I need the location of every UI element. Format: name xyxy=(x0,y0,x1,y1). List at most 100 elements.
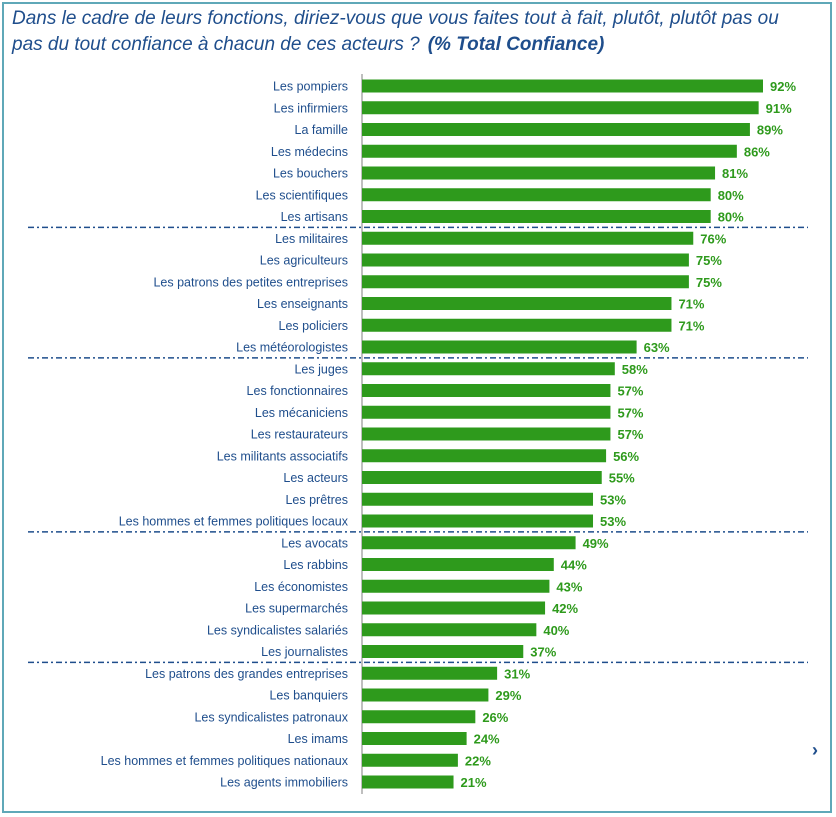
category-label: Les journalistes xyxy=(261,645,348,659)
value-label: 92% xyxy=(770,79,796,94)
bar xyxy=(362,623,537,637)
category-label: Les militaires xyxy=(275,232,348,246)
value-label: 53% xyxy=(600,514,626,529)
category-label: Les policiers xyxy=(279,319,348,333)
bar xyxy=(362,536,576,550)
category-label: Les pompiers xyxy=(273,80,348,94)
bar xyxy=(362,666,498,680)
category-label: Les agriculteurs xyxy=(260,254,348,268)
category-label: Les météorologistes xyxy=(236,341,348,355)
value-label: 40% xyxy=(543,623,569,638)
value-label: 80% xyxy=(718,210,744,225)
value-label: 29% xyxy=(495,688,521,703)
value-label: 81% xyxy=(722,166,748,181)
category-label: Les syndicalistes patronaux xyxy=(194,710,348,724)
category-label: Les patrons des petites entreprises xyxy=(153,275,348,289)
category-label: Les imams xyxy=(288,732,348,746)
bar xyxy=(362,492,594,506)
bar xyxy=(362,253,689,267)
bar xyxy=(362,297,672,310)
value-label: 91% xyxy=(766,101,792,116)
bar xyxy=(362,645,524,658)
value-label: 75% xyxy=(696,253,722,268)
value-label: 37% xyxy=(530,645,556,660)
category-label: Les médecins xyxy=(271,145,348,159)
value-label: 22% xyxy=(465,753,491,768)
category-label: Les juges xyxy=(294,362,348,376)
category-label: Les économistes xyxy=(254,580,348,594)
bar xyxy=(362,275,689,289)
bar xyxy=(362,471,602,484)
chart-title: Dans le cadre de leurs fonctions, diriez… xyxy=(12,6,812,58)
bar xyxy=(362,558,554,571)
bar xyxy=(362,210,711,223)
category-label: Les supermarchés xyxy=(245,602,348,616)
bar xyxy=(362,732,467,745)
value-label: 86% xyxy=(744,144,770,159)
category-label: Les hommes et femmes politiques locaux xyxy=(119,515,349,529)
bar xyxy=(362,79,763,93)
value-label: 44% xyxy=(561,558,587,573)
bar xyxy=(362,710,476,724)
category-label: Les mécaniciens xyxy=(255,406,348,420)
bar xyxy=(362,318,672,332)
chevron-right-icon[interactable]: › xyxy=(812,740,818,760)
chart-title-tag: (% Total Confiance) xyxy=(427,34,605,55)
value-label: 89% xyxy=(757,123,783,138)
category-label: Les fonctionnaires xyxy=(247,384,348,398)
value-label: 43% xyxy=(556,579,582,594)
category-label: Les acteurs xyxy=(283,471,348,485)
category-label: Les infirmiers xyxy=(274,101,348,115)
bar xyxy=(362,188,711,202)
value-label: 21% xyxy=(461,775,487,790)
bar xyxy=(362,362,615,376)
bar xyxy=(362,166,716,180)
bar xyxy=(362,144,737,158)
bar xyxy=(362,601,546,615)
chart-title-question: Dans le cadre de leurs fonctions, diriez… xyxy=(12,8,779,55)
value-label: 26% xyxy=(482,710,508,725)
category-label: Les rabbins xyxy=(283,558,348,572)
value-label: 76% xyxy=(700,231,726,246)
value-label: 71% xyxy=(678,318,704,333)
category-label: Les enseignants xyxy=(257,297,348,311)
value-label: 42% xyxy=(552,601,578,616)
category-label: Les hommes et femmes politiques nationau… xyxy=(101,754,349,768)
bar xyxy=(362,579,550,593)
bar xyxy=(362,384,611,397)
bar xyxy=(362,514,594,528)
category-label: Les agents immobiliers xyxy=(220,776,348,790)
bar xyxy=(362,340,637,354)
bar xyxy=(362,123,750,136)
bar xyxy=(362,449,607,463)
value-label: 57% xyxy=(617,427,643,442)
bar xyxy=(362,231,694,245)
bar xyxy=(362,688,489,702)
category-label: La famille xyxy=(295,123,349,137)
bar xyxy=(362,753,458,767)
category-label: Les artisans xyxy=(281,210,348,224)
value-label: 55% xyxy=(609,471,635,486)
value-label: 75% xyxy=(696,275,722,290)
bar xyxy=(362,775,454,789)
category-label: Les scientifiques xyxy=(256,188,348,202)
value-label: 56% xyxy=(613,449,639,464)
value-label: 58% xyxy=(622,362,648,377)
category-label: Les bouchers xyxy=(273,167,348,181)
category-label: Les restaurateurs xyxy=(251,428,348,442)
value-label: 24% xyxy=(474,732,500,747)
category-label: Les syndicalistes salariés xyxy=(207,623,348,637)
value-label: 49% xyxy=(583,536,609,551)
bar xyxy=(362,405,611,419)
category-label: Les prêtres xyxy=(285,493,348,507)
bar xyxy=(362,101,759,115)
value-label: 53% xyxy=(600,492,626,507)
category-label: Les banquiers xyxy=(269,689,348,703)
value-label: 31% xyxy=(504,666,530,681)
value-label: 63% xyxy=(644,340,670,355)
category-label: Les militants associatifs xyxy=(217,449,348,463)
value-label: 57% xyxy=(617,405,643,420)
category-label: Les patrons des grandes entreprises xyxy=(145,667,348,681)
value-label: 71% xyxy=(678,297,704,312)
category-label: Les avocats xyxy=(281,536,348,550)
